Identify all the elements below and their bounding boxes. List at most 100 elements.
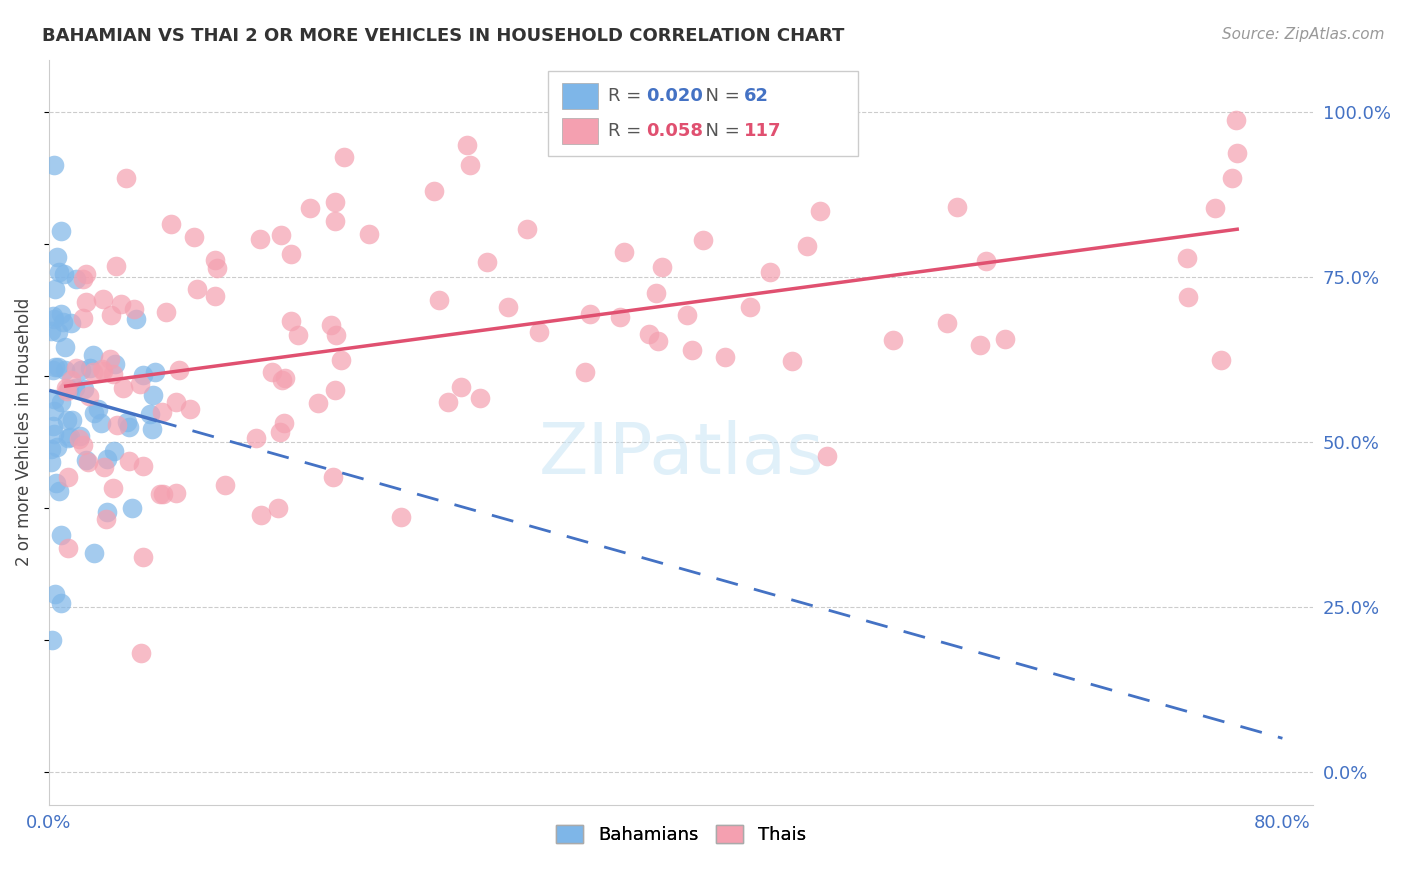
Text: 0.058: 0.058 [645,122,703,140]
Point [325,194,347,209]
Point [49,596,72,610]
Point [42,310,65,324]
Point [142,388,165,402]
Point [436,395,458,409]
Point [105,259,128,273]
Point [83,546,105,560]
Point [131,646,153,660]
Point [98,352,121,367]
Point [96,452,118,467]
Point [450,380,472,394]
Point [267,500,290,515]
Point [82,348,104,362]
Point [42,158,65,172]
Point [205,261,228,276]
Point [139,408,162,422]
Point [647,334,669,348]
Point [60,412,83,426]
Point [93,460,115,475]
Text: 117: 117 [744,122,782,140]
Point [179,401,201,416]
Point [994,332,1017,346]
Point [496,300,519,314]
Point [269,425,291,439]
Point [167,363,190,377]
Point [75,295,97,310]
Point [183,230,205,244]
Point [58,470,80,484]
Point [51,315,73,329]
Point [141,422,163,436]
Point [165,486,187,500]
Point [458,158,481,172]
Point [262,365,284,379]
Point [638,326,661,341]
FancyBboxPatch shape [562,83,598,110]
Point [100,308,122,322]
Point [55,381,77,395]
Point [650,260,672,275]
Point [72,438,94,452]
Point [165,395,187,409]
Point [332,150,354,164]
Point [250,508,273,522]
Point [1226,146,1249,161]
Point [882,333,904,347]
Point [468,391,491,405]
Point [83,406,105,420]
Point [41,632,63,647]
Point [692,233,714,247]
Point [323,383,346,397]
Text: 0.020: 0.020 [645,87,703,105]
Point [249,232,271,246]
Point [58,431,80,445]
Point [245,431,267,445]
Point [307,395,329,409]
Point [325,328,347,343]
Point [1177,290,1199,304]
Point [75,453,97,467]
Point [105,417,128,432]
Point [76,455,98,469]
Point [53,341,76,355]
Point [516,222,538,236]
Point [60,373,83,387]
Point [1204,202,1226,216]
Point [214,478,236,492]
Point [70,363,93,377]
Text: N =: N = [693,87,745,105]
Point [389,510,412,524]
Point [936,316,959,330]
Point [645,285,668,300]
Point [323,214,346,228]
Point [56,384,79,398]
Point [65,360,87,375]
Point [103,481,125,495]
Point [118,420,141,434]
Point [714,350,737,364]
Point [969,338,991,352]
Point [423,185,446,199]
Point [613,244,636,259]
Point [104,357,127,371]
Point [155,305,177,319]
Point [740,300,762,314]
Point [39,324,62,338]
Point [59,317,82,331]
Point [579,307,602,321]
Y-axis label: 2 or more Vehicles in Household: 2 or more Vehicles in Household [15,298,32,566]
Point [42,311,65,326]
Point [675,308,697,322]
Point [609,310,631,324]
Point [91,361,114,376]
Point [808,204,831,219]
Point [112,381,135,395]
Point [110,297,132,311]
Point [574,365,596,379]
Point [117,415,139,429]
Point [42,363,65,377]
Point [280,314,302,328]
Point [59,430,82,444]
FancyBboxPatch shape [548,70,858,156]
Text: Source: ZipAtlas.com: Source: ZipAtlas.com [1222,27,1385,42]
